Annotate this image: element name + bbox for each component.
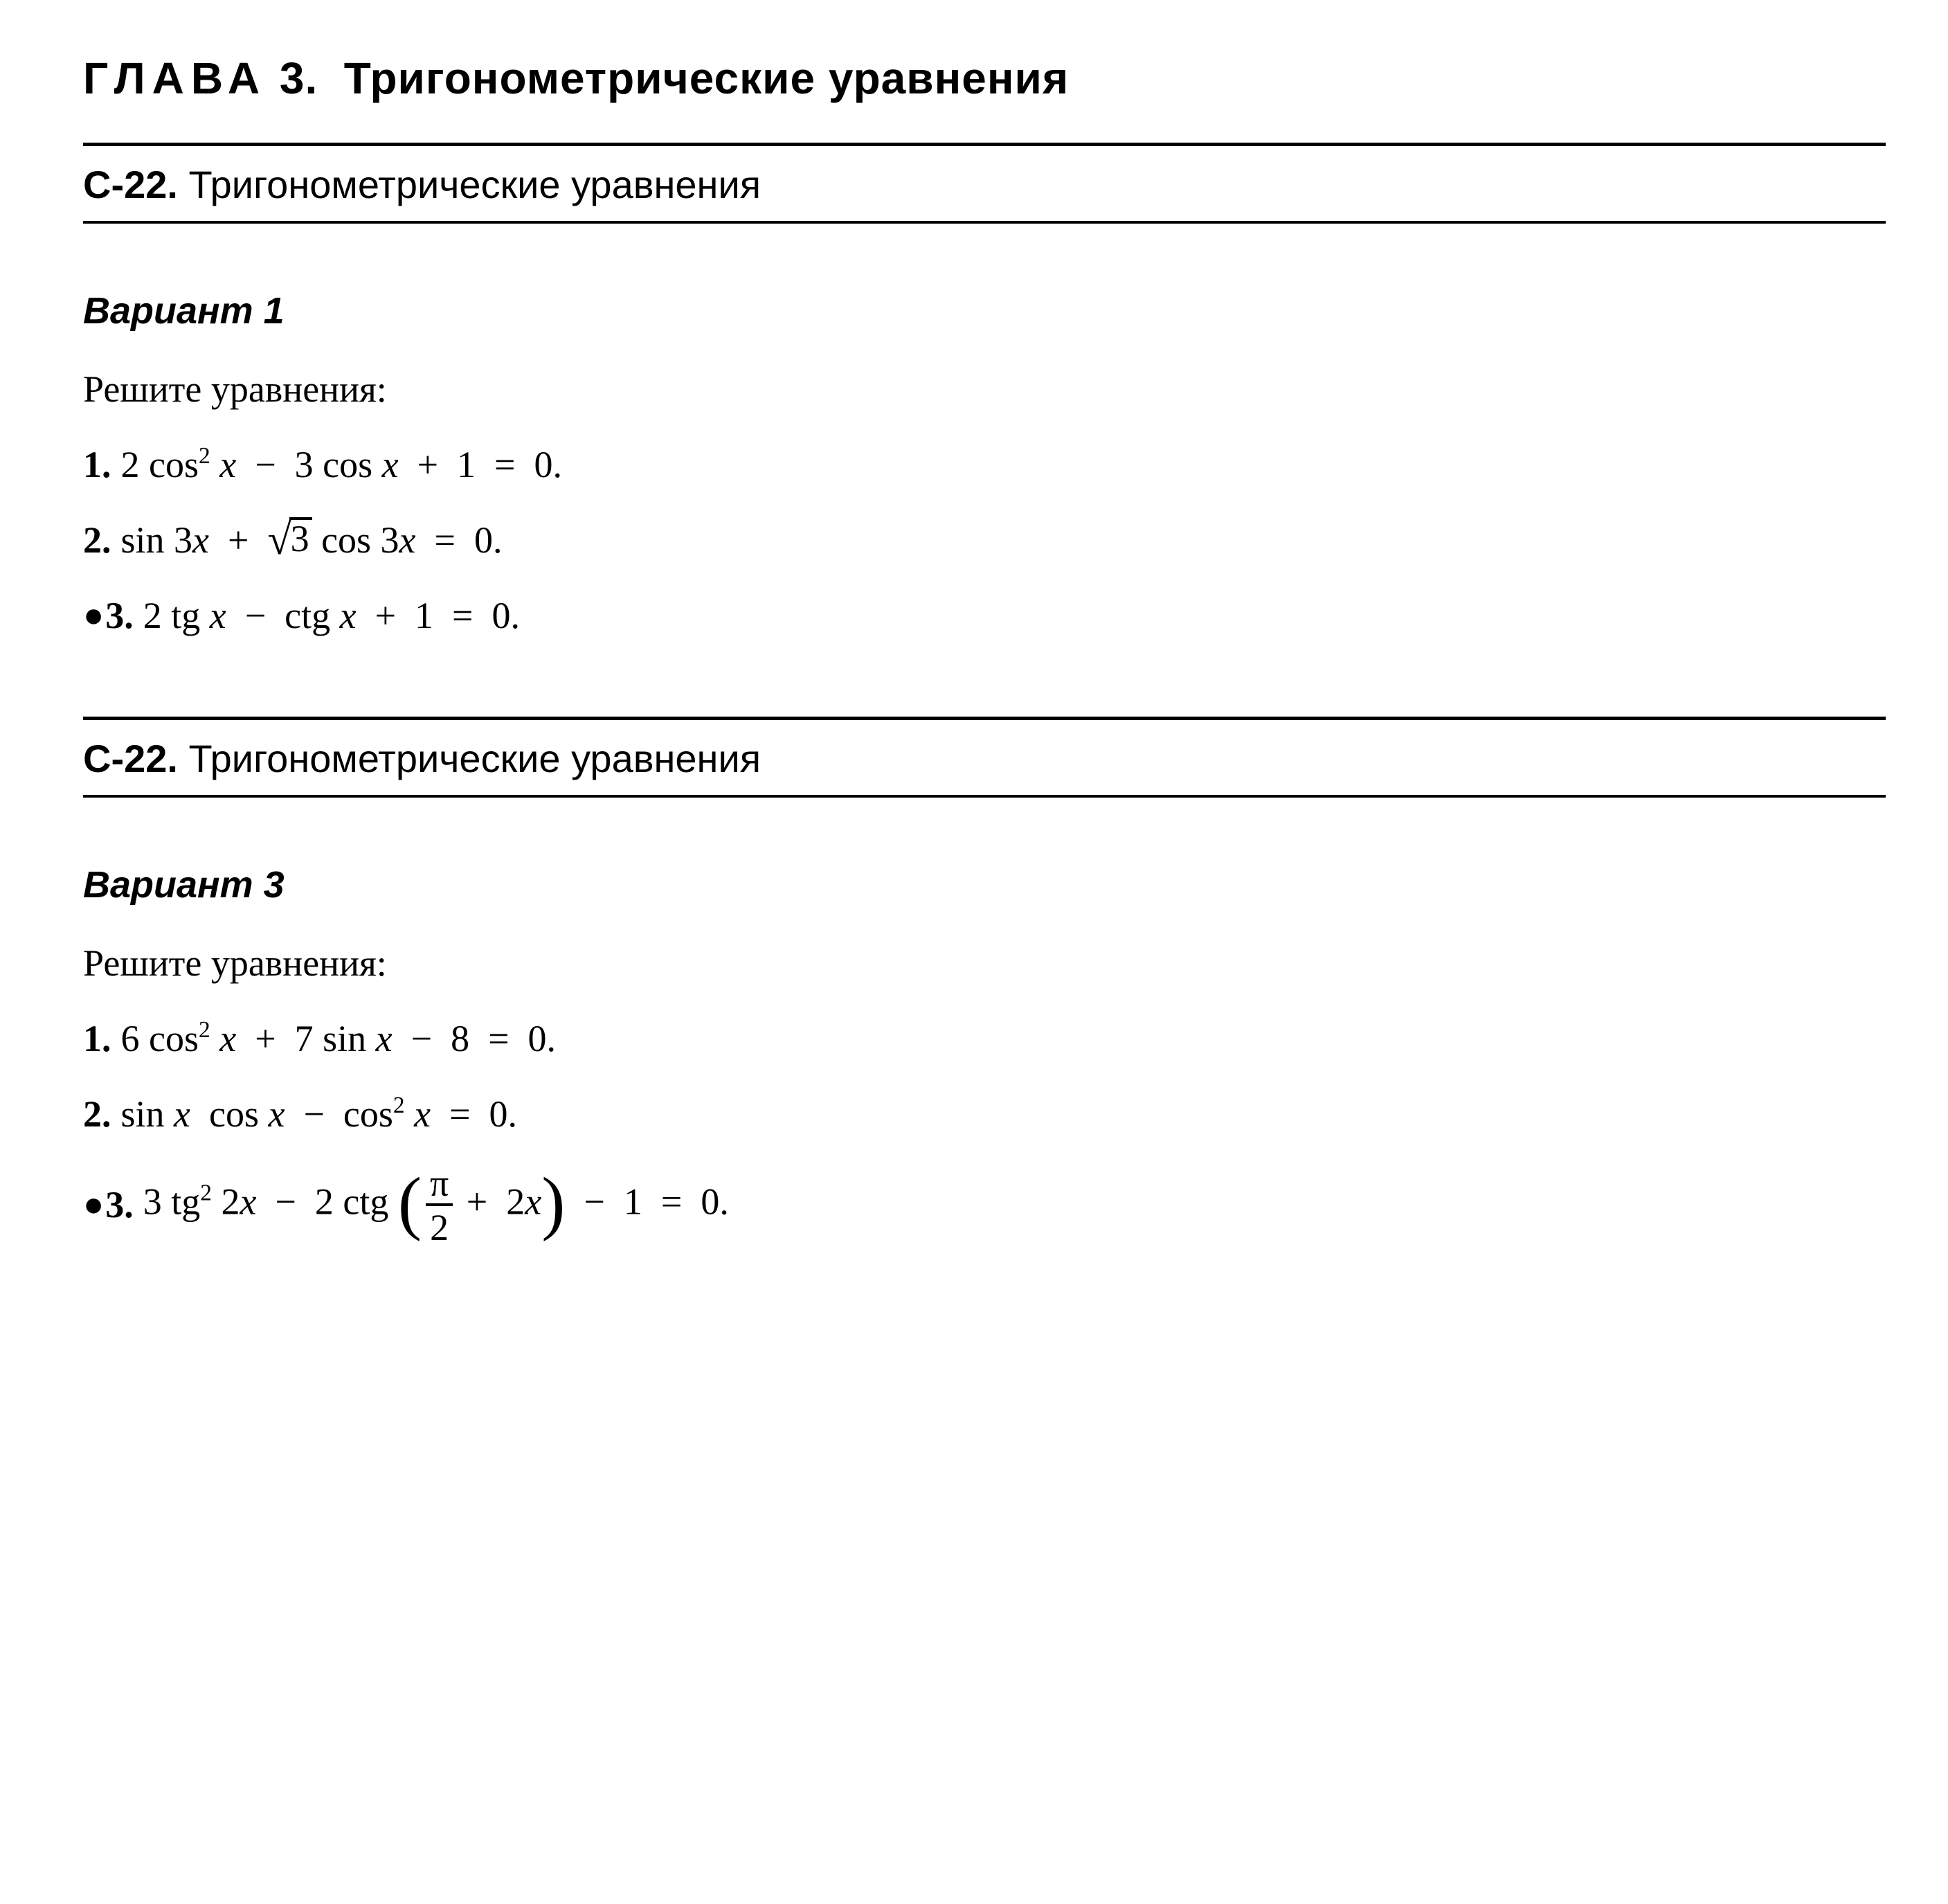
- problem-number: ●3.: [83, 1180, 134, 1230]
- variant-label: Вариант 1: [83, 286, 1886, 336]
- problem-number: ●3.: [83, 591, 134, 641]
- problem-row: ●3. 3 tg2 2x − 2 ctg (π2 + 2x) − 1 = 0.: [83, 1165, 1886, 1246]
- equation: 3 tg2 2x − 2 ctg (π2 + 2x) − 1 = 0.: [143, 1165, 729, 1246]
- equation: 2 cos2 x − 3 cos x + 1 = 0.: [121, 440, 563, 490]
- problem-number: 2.: [83, 1089, 111, 1140]
- problem-number: 1.: [83, 440, 111, 490]
- chapter-word: ГЛАВА: [83, 53, 267, 103]
- equation: sin x cos x − cos2 x = 0.: [121, 1089, 518, 1140]
- section-header: С-22. Тригонометрические уравнения: [83, 143, 1886, 224]
- problem-row: ●3. 2 tg x − ctg x + 1 = 0.: [83, 591, 1886, 641]
- chapter-name: Тригонометрические уравнения: [344, 53, 1069, 103]
- instruction: Решите уравнения:: [83, 364, 1886, 415]
- bullet-icon: ●: [83, 592, 104, 639]
- chapter-number: 3.: [280, 53, 318, 103]
- problem-row: 2. sin 3x + √3 cos 3x = 0.: [83, 515, 1886, 566]
- section-number: С-22.: [83, 737, 178, 780]
- variant-label: Вариант 3: [83, 860, 1886, 910]
- equation: 2 tg x − ctg x + 1 = 0.: [143, 591, 520, 641]
- equation: sin 3x + √3 cos 3x = 0.: [121, 515, 503, 566]
- problem-row: 1. 2 cos2 x − 3 cos x + 1 = 0.: [83, 440, 1886, 490]
- instruction: Решите уравнения:: [83, 938, 1886, 989]
- problem-number: 2.: [83, 515, 111, 566]
- equation: 6 cos2 x + 7 sin x − 8 = 0.: [121, 1014, 557, 1064]
- problem-number: 1.: [83, 1014, 111, 1064]
- section-block: С-22. Тригонометрические уравнения Вариа…: [83, 717, 1886, 1246]
- section-number: С-22.: [83, 163, 178, 206]
- bullet-icon: ●: [83, 1181, 104, 1228]
- section-title: Тригонометрические уравнения: [189, 737, 761, 780]
- chapter-title: ГЛАВА 3. Тригонометрические уравнения: [83, 48, 1886, 108]
- section-header: С-22. Тригонометрические уравнения: [83, 717, 1886, 798]
- section-title: Тригонометрические уравнения: [189, 163, 761, 206]
- problem-row: 2. sin x cos x − cos2 x = 0.: [83, 1089, 1886, 1140]
- section-block: С-22. Тригонометрические уравнения Вариа…: [83, 143, 1886, 640]
- problem-row: 1. 6 cos2 x + 7 sin x − 8 = 0.: [83, 1014, 1886, 1064]
